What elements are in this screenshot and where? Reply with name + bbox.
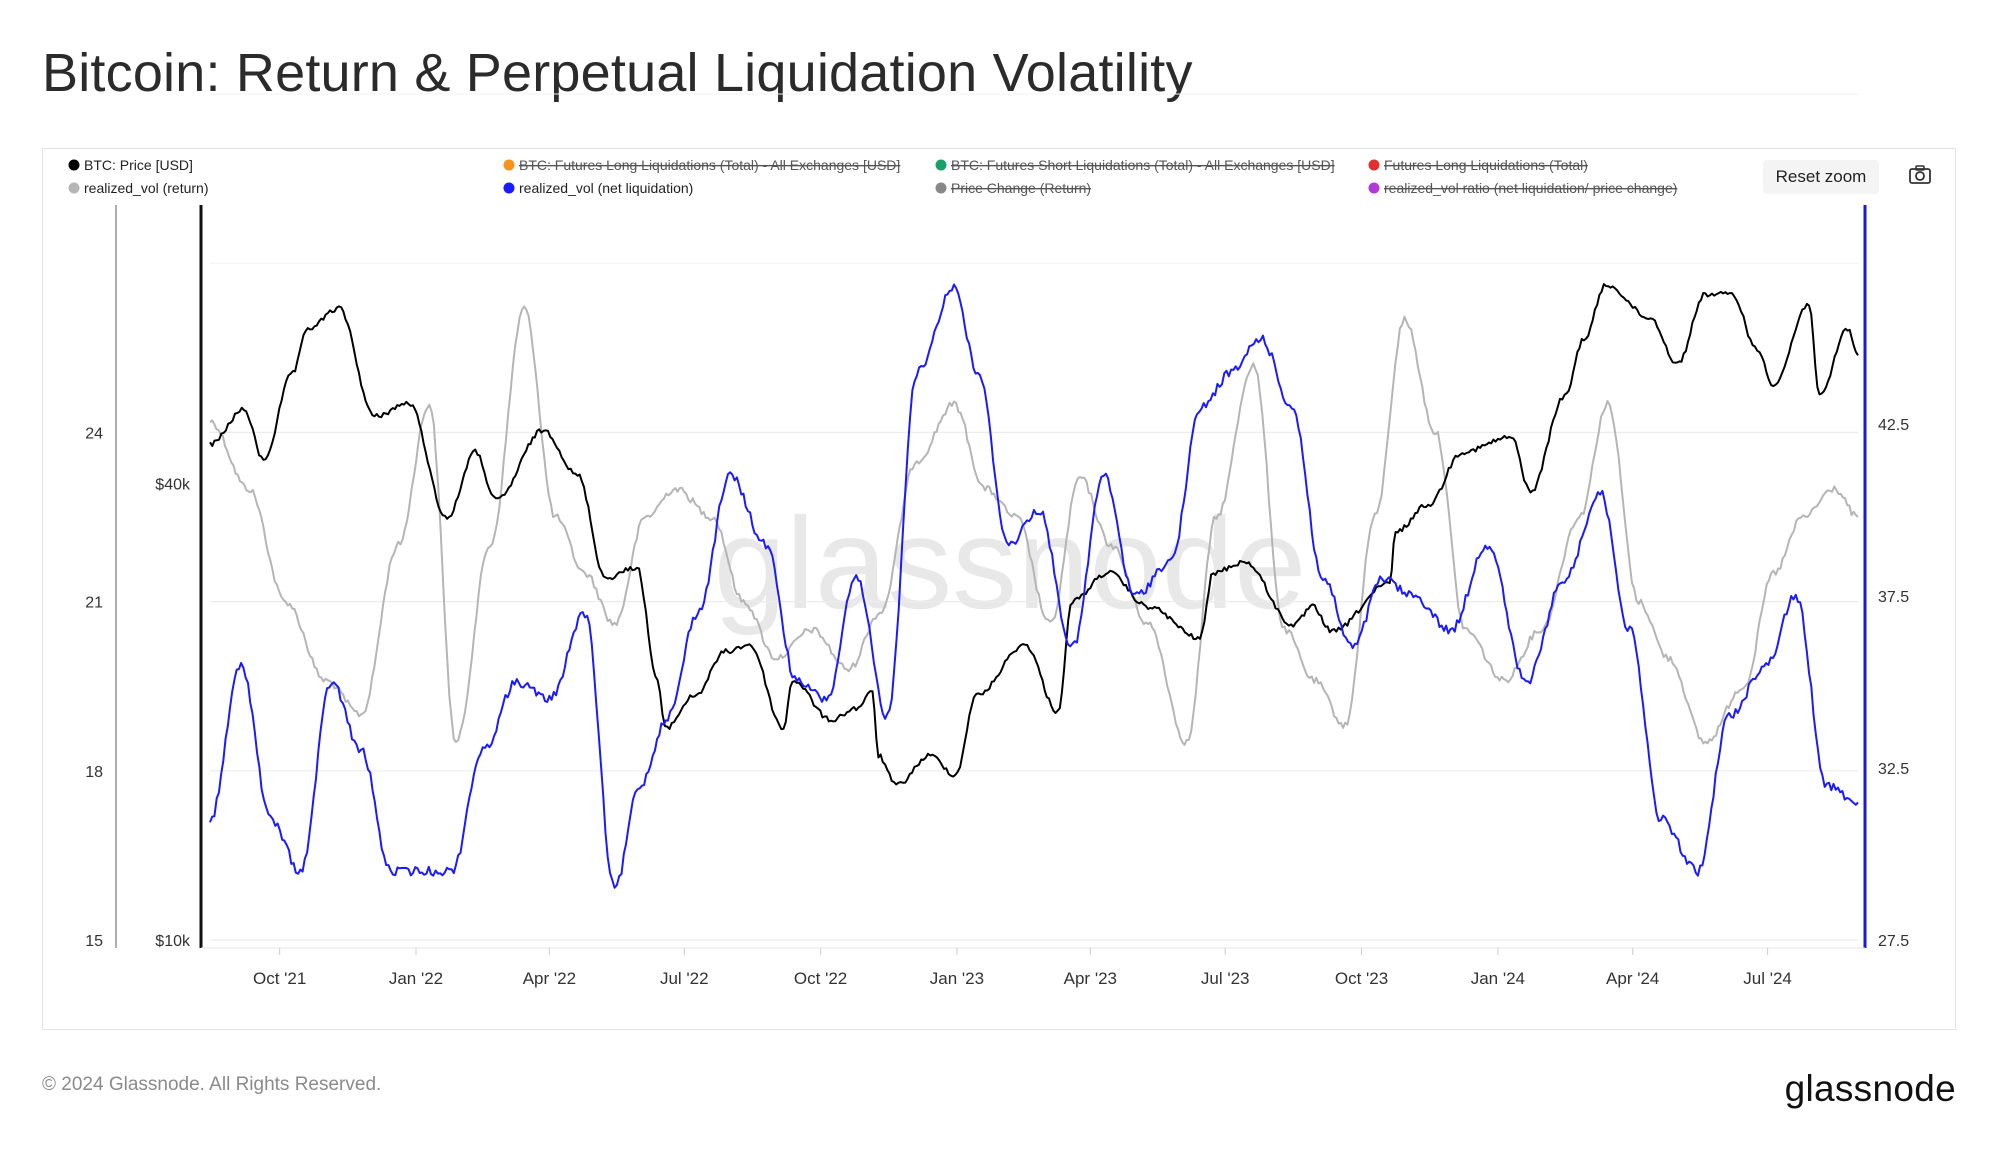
right-tick-label: 42.5 (1878, 417, 1909, 434)
legend-marker (935, 182, 947, 194)
legend-marker (1368, 159, 1380, 171)
left-inner-ticks: $10k $40k (155, 476, 191, 950)
reset-zoom-button[interactable]: Reset zoom (1763, 160, 1879, 194)
footer-copyright: © 2024 Glassnode. All Rights Reserved. (42, 1074, 382, 1095)
right-tick-label: 37.5 (1878, 589, 1909, 606)
grid-lines (210, 93, 1858, 941)
legend-item-2[interactable]: BTC: Futures Long Liquidations (Total) -… (503, 157, 901, 173)
legend-marker (503, 182, 515, 194)
legend-item-7[interactable]: realized_vol ratio (net liquidation/ pri… (1368, 180, 1678, 196)
legend-label: BTC: Price [USD] (84, 157, 193, 173)
left-outer-tick-label: 24 (85, 425, 103, 442)
x-tick-label: Jan '22 (389, 969, 443, 988)
legend-item-0[interactable]: BTC: Price [USD] (68, 157, 193, 173)
left-outer-tick-label: 15 (85, 933, 103, 950)
legend-item-5[interactable]: Price Change (Return) (935, 180, 1092, 196)
series-line-realized-vol-return-[interactable] (209, 305, 1859, 746)
x-ticks: Oct '21 Jan '22 Apr '22 Jul '22 Oct '22 Jan '… (253, 948, 1792, 988)
camera-icon[interactable] (1908, 164, 1932, 186)
x-tick-label: Oct '22 (794, 969, 847, 988)
x-tick-label: Jan '24 (1471, 969, 1525, 988)
chart-frame (42, 148, 1956, 1030)
legend-label: Futures Long Liquidations (Total) (1384, 157, 1588, 173)
legend-item-6[interactable]: Futures Long Liquidations (Total) (1368, 157, 1588, 173)
series-line-btc-price-usd-[interactable] (209, 283, 1859, 786)
legend-marker (935, 159, 947, 171)
x-tick-label: Jan '23 (930, 969, 984, 988)
left-outer-tick-label: 21 (85, 595, 103, 612)
left-inner-tick-label: $40k (155, 476, 191, 493)
series-line-realized-vol-net-liquidation-[interactable] (209, 283, 1859, 889)
legend[interactable]: BTC: Price [USD] realized_vol (return) BTC… (68, 157, 1678, 196)
page-title: Bitcoin: Return & Perpetual Liquidation … (42, 43, 1193, 103)
legend-item-4[interactable]: BTC: Futures Short Liquidations (Total) … (935, 157, 1335, 173)
legend-label: realized_vol ratio (net liquidation/ pri… (1384, 180, 1677, 196)
right-ticks: 27.5 32.5 37.5 42.5 (1878, 417, 1909, 950)
legend-label: BTC: Futures Short Liquidations (Total) … (951, 157, 1335, 173)
series-layer[interactable] (209, 283, 1859, 889)
legend-item-3[interactable]: realized_vol (net liquidation) (503, 180, 694, 196)
x-tick-label: Apr '22 (523, 969, 576, 988)
left-inner-tick-label: $10k (155, 933, 191, 950)
legend-label: BTC: Futures Long Liquidations (Total) -… (519, 157, 900, 173)
x-tick-label: Jul '23 (1201, 969, 1250, 988)
legend-marker (68, 182, 80, 194)
left-outer-tick-label: 18 (85, 764, 103, 781)
legend-marker (1368, 182, 1380, 194)
x-tick-label: Oct '23 (1335, 969, 1388, 988)
legend-item-1[interactable]: realized_vol (return) (68, 180, 209, 196)
legend-label: realized_vol (net liquidation) (519, 180, 693, 196)
right-tick-label: 27.5 (1878, 933, 1909, 950)
x-tick-label: Oct '21 (253, 969, 306, 988)
right-tick-label: 32.5 (1878, 761, 1909, 778)
left-outer-ticks: 15 18 21 24 (85, 425, 103, 950)
legend-label: realized_vol (return) (84, 180, 209, 196)
x-tick-label: Apr '23 (1064, 969, 1117, 988)
legend-marker (68, 159, 80, 171)
x-tick-label: Jul '24 (1743, 969, 1792, 988)
x-tick-label: Jul '22 (660, 969, 709, 988)
footer-logo: glassnode (1784, 1068, 1956, 1109)
legend-marker (503, 159, 515, 171)
legend-label: Price Change (Return) (951, 180, 1091, 196)
x-tick-label: Apr '24 (1606, 969, 1659, 988)
watermark-text: glassnode (714, 490, 1307, 636)
